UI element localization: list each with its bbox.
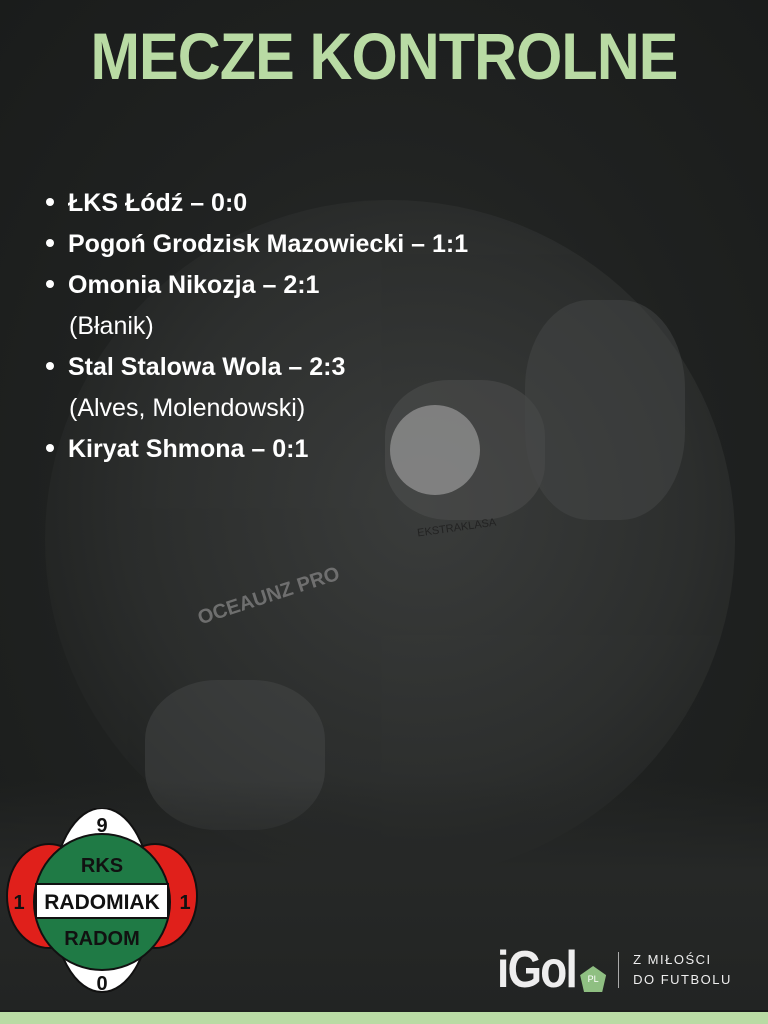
crest-bottom-digit: 0 <box>96 973 107 995</box>
tagline: Z MIŁOŚCI DO FUTBOLU <box>633 950 732 990</box>
igol-brand: iGol PL Z MIŁOŚCI DO FUTBOLU <box>497 940 732 1000</box>
radomiak-crest-logo: 9 RKS RADOMIAK RADOM 0 1 1 <box>6 808 198 995</box>
match-result: Stal Stalowa Wola – 2:3 <box>68 353 346 381</box>
ball-image: EKSTRAKLASA OCEAUNZ PRO <box>45 200 735 880</box>
match-result: ŁKS Łódź – 0:0 <box>68 189 248 217</box>
divider <box>618 952 620 988</box>
match-scorers: (Błanik) <box>69 312 154 340</box>
crest-right-digit: 1 <box>179 892 190 914</box>
match-result: Kiryat Shmona – 0:1 <box>68 435 309 463</box>
bottom-accent-bar <box>0 1012 768 1024</box>
match-scorers: (Alves, Molendowski) <box>69 394 306 422</box>
match-item: Kiryat Shmona – 0:1 <box>46 429 468 470</box>
match-result: Pogoń Grodzisk Mazowiecki – 1:1 <box>68 230 469 258</box>
pl-badge-icon: PL <box>580 966 607 992</box>
match-item: Omonia Nikozja – 2:1 (Błanik) <box>46 265 468 347</box>
page-title: MECZE KONTROLNE <box>90 19 678 93</box>
crest-text: RADOMIAK <box>44 891 160 914</box>
crest-text: RADOM <box>64 928 140 950</box>
tagline-line: Z MIŁOŚCI <box>633 952 712 967</box>
ball-model-text: OCEAUNZ PRO <box>195 562 343 630</box>
match-result: Omonia Nikozja – 2:1 <box>68 271 320 299</box>
igol-logo: iGol <box>497 941 578 999</box>
crest-left-digit: 1 <box>13 892 24 914</box>
crest-top-digit: 9 <box>96 815 107 837</box>
ekstraklasa-logo-icon <box>390 405 480 495</box>
match-list: ŁKS Łódź – 0:0 Pogoń Grodzisk Mazowiecki… <box>46 183 468 470</box>
match-item: ŁKS Łódź – 0:0 <box>46 183 468 224</box>
match-item: Pogoń Grodzisk Mazowiecki – 1:1 <box>46 224 468 265</box>
tagline-line: DO FUTBOLU <box>633 972 732 987</box>
match-item: Stal Stalowa Wola – 2:3 (Alves, Molendows… <box>46 347 468 429</box>
crest-text: RKS <box>81 855 123 877</box>
